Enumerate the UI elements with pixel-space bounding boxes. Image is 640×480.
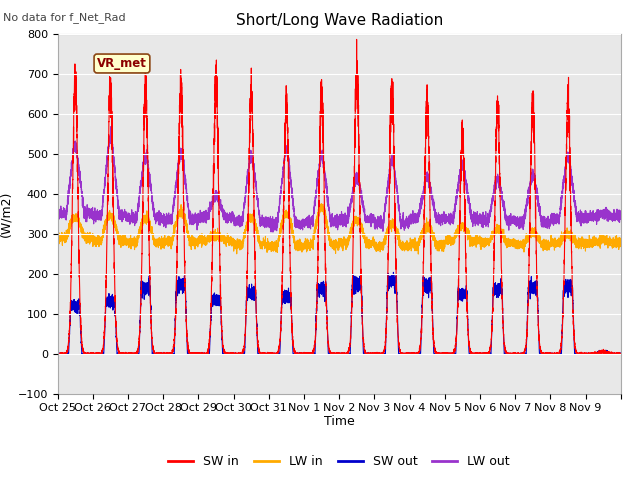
LW in <box>477 243 484 249</box>
Text: No data for f_Net_Rad: No data for f_Net_Rad <box>3 12 126 23</box>
LW in <box>200 240 207 245</box>
SW in <box>353 36 360 42</box>
Line: LW out: LW out <box>58 127 621 232</box>
LW out <box>617 216 625 222</box>
SW out <box>227 351 234 357</box>
LW out <box>545 218 553 224</box>
LW in <box>74 213 81 218</box>
SW out <box>545 350 552 356</box>
SW out <box>477 351 484 357</box>
SW in <box>74 163 81 169</box>
SW in <box>545 350 553 356</box>
SW out <box>54 351 61 357</box>
SW in <box>200 351 207 357</box>
LW out <box>227 215 234 221</box>
SW in <box>477 351 484 357</box>
LW out <box>307 217 314 223</box>
LW out <box>477 217 484 223</box>
SW in <box>227 351 234 357</box>
LW out <box>107 124 115 130</box>
LW out <box>74 150 81 156</box>
Y-axis label: (W/m2): (W/m2) <box>0 191 12 237</box>
LW in <box>54 233 61 239</box>
LW in <box>307 243 314 249</box>
LW in <box>617 235 625 241</box>
LW out <box>200 216 207 222</box>
LW out <box>269 229 276 235</box>
SW in <box>307 351 314 357</box>
SW in <box>617 351 625 357</box>
LW in <box>317 201 325 206</box>
LW in <box>545 241 553 247</box>
Legend: SW in, LW in, SW out, LW out: SW in, LW in, SW out, LW out <box>163 450 515 473</box>
LW in <box>227 234 234 240</box>
LW out <box>54 206 61 212</box>
SW out <box>307 351 314 357</box>
SW out <box>200 350 207 356</box>
Title: Short/Long Wave Radiation: Short/Long Wave Radiation <box>236 13 443 28</box>
Line: SW in: SW in <box>58 39 621 354</box>
X-axis label: Time: Time <box>324 415 355 428</box>
SW in <box>54 350 61 356</box>
Text: VR_met: VR_met <box>97 57 147 70</box>
SW in <box>54 351 61 357</box>
LW in <box>415 251 422 257</box>
Line: LW in: LW in <box>58 204 621 254</box>
Line: SW out: SW out <box>58 272 621 354</box>
SW out <box>617 351 625 357</box>
SW out <box>390 269 397 275</box>
SW out <box>74 304 81 310</box>
